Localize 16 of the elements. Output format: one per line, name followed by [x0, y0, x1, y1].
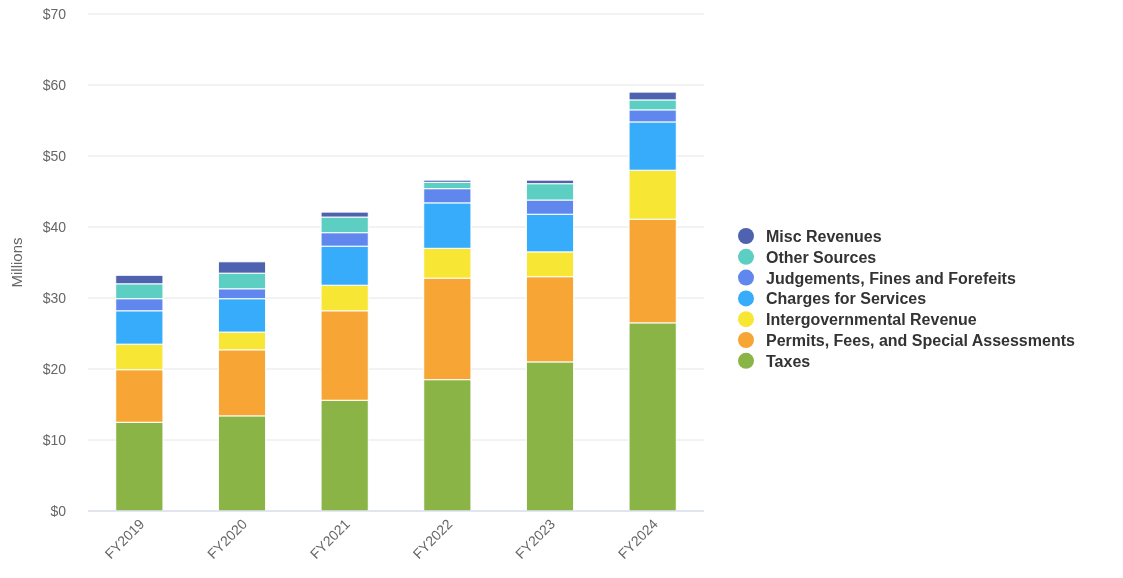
y-axis-title: Millions: [8, 237, 25, 288]
legend-label: Judgements, Fines and Forefeits: [766, 269, 1016, 287]
legend-label: Misc Revenues: [766, 228, 882, 245]
y-tick-label: $60: [42, 77, 67, 93]
y-tick-label: $40: [42, 219, 67, 235]
y-tick-label: $70: [42, 6, 67, 22]
y-tick-label: $10: [42, 432, 67, 448]
y-tick-label: $20: [42, 361, 67, 377]
legend-label: Other Sources: [766, 248, 877, 266]
legend-label: Permits, Fees, and Special Assessments: [766, 332, 1075, 349]
y-tick-label: $50: [42, 148, 67, 164]
legend-label: Charges for Services: [766, 290, 927, 308]
legend-label: Intergovernmental Revenue: [766, 311, 977, 329]
legend-label: Taxes: [766, 352, 811, 370]
y-tick-label: $30: [42, 290, 67, 306]
y-tick-label: $0: [50, 503, 67, 519]
